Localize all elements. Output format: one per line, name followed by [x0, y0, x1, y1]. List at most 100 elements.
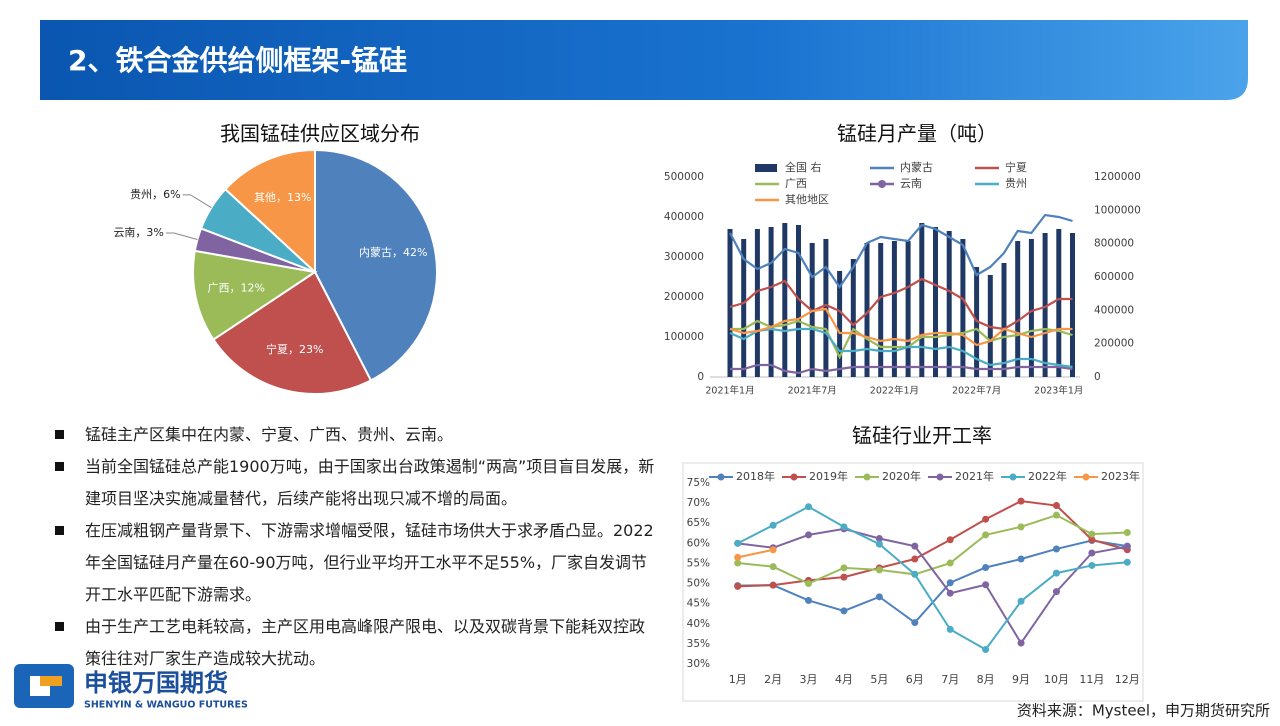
bar — [1042, 233, 1048, 377]
bullet: 由于生产工艺电耗较高，主产区用电高峰限产限电、以及双碳背景下能耗双控政策往往对厂… — [55, 611, 660, 675]
bar — [933, 227, 938, 377]
line-marker — [1017, 639, 1025, 647]
line-marker — [734, 553, 742, 561]
bar — [796, 225, 801, 377]
line-series — [729, 277, 1073, 331]
chart-title: 锰硅月产量（吨） — [837, 122, 997, 146]
y-tick-label: 300000 — [664, 251, 704, 263]
line-marker — [1052, 511, 1060, 519]
legend-label: 2022年 — [1028, 469, 1067, 483]
y-tick-label: 30% — [687, 658, 710, 670]
x-tick-label: 2023年1月 — [1034, 385, 1083, 397]
bar — [1015, 241, 1021, 377]
x-tick-label: 6月 — [906, 673, 924, 686]
y-tick-label: 200000 — [664, 291, 704, 303]
x-tick-label: 10月 — [1044, 673, 1069, 686]
y2-tick-label: 0 — [1094, 371, 1101, 383]
data-label: 贵州，6% — [130, 188, 180, 201]
line-marker — [1088, 549, 1096, 557]
y-tick-label: 35% — [687, 638, 710, 650]
logo: 申银万国期货 SHENYIN & WANGUO FUTURES — [14, 664, 248, 711]
y2-tick-label: 1200000 — [1094, 171, 1141, 183]
line-marker — [1017, 555, 1025, 563]
bar — [727, 229, 733, 377]
y-tick-label: 55% — [687, 557, 710, 569]
data-label: 云南，3% — [113, 226, 163, 239]
bar — [837, 271, 843, 377]
line-series — [737, 548, 774, 559]
legend-marker — [936, 473, 944, 481]
data-label: 宁夏，23% — [266, 342, 323, 356]
line-marker — [769, 581, 777, 589]
legend-label: 全国 右 — [785, 160, 822, 174]
data-label: 广西，12% — [207, 281, 264, 294]
pie-slice — [314, 148, 438, 382]
bar — [1028, 239, 1034, 377]
data-label: 其他，13% — [254, 191, 311, 204]
line-marker — [982, 581, 990, 589]
line-marker — [946, 579, 954, 587]
line-marker — [1088, 530, 1096, 538]
line-marker — [911, 555, 919, 563]
chart-title: 我国锰硅供应区域分布 — [220, 122, 420, 146]
legend-marker — [717, 473, 725, 481]
line-marker — [1052, 545, 1060, 553]
bar — [768, 227, 774, 377]
y2-tick-label: 400000 — [1094, 304, 1134, 316]
bar — [946, 231, 952, 377]
bar — [754, 229, 760, 377]
source-note: 资料来源：Mysteel，申万期货研究所 — [1017, 702, 1270, 720]
line-marker — [840, 573, 848, 581]
x-tick-label: 11月 — [1079, 673, 1104, 686]
line-marker — [1088, 536, 1096, 544]
legend-marker — [790, 473, 798, 481]
line-marker — [946, 559, 954, 567]
legend-label: 贵州 — [1005, 177, 1027, 190]
line-marker — [875, 535, 883, 543]
y-tick-label: 50% — [687, 578, 710, 590]
line-marker — [911, 542, 919, 550]
legend-label: 云南 — [900, 177, 922, 190]
x-tick-label: 2021年1月 — [705, 385, 754, 397]
line-marker — [982, 646, 990, 654]
line-marker — [805, 531, 813, 539]
line-marker — [840, 564, 848, 572]
y-tick-label: 70% — [687, 497, 710, 509]
pie-slice — [192, 249, 318, 341]
line-marker — [734, 582, 742, 590]
line-marker — [805, 580, 813, 588]
bullet: 当前全国锰硅总产能1900万吨，由于国家出台政策遏制“两高”项目盲目发展，新建项… — [55, 451, 660, 515]
chart-frame — [682, 462, 1144, 702]
line-marker — [805, 503, 813, 511]
line-marker — [769, 546, 777, 554]
line-marker — [734, 559, 742, 567]
legend-label: 2018年 — [736, 469, 775, 483]
leader-line — [182, 194, 212, 209]
legend-marker — [1009, 473, 1017, 481]
y-tick-label: 400000 — [664, 211, 704, 223]
slide-title: 2、铁合金供给侧框架-锰硅 — [68, 44, 407, 77]
x-tick-label: 2月 — [764, 673, 782, 686]
bar — [919, 223, 925, 377]
legend-label: 2019年 — [809, 469, 848, 483]
x-tick-label: 12月 — [1115, 673, 1140, 686]
data-label: 内蒙古，42% — [359, 245, 427, 259]
bar — [1070, 233, 1075, 377]
x-tick-label: 2022年7月 — [952, 385, 1001, 397]
legend-marker — [878, 180, 886, 188]
line-marker — [1052, 569, 1060, 577]
legend-label: 2021年 — [955, 469, 994, 483]
legend-label: 内蒙古 — [900, 160, 933, 174]
bullet-list: 锰硅主产区集中在内蒙、宁夏、广西、贵州、云南。 当前全国锰硅总产能1900万吨，由… — [55, 419, 660, 675]
line-marker — [1017, 597, 1025, 605]
line-series — [729, 327, 1073, 369]
x-tick-label: 4月 — [835, 673, 853, 686]
line-marker — [911, 619, 919, 627]
line-marker — [875, 540, 883, 548]
y-tick-label: 60% — [687, 537, 710, 549]
legend-label: 2020年 — [882, 469, 921, 483]
line-marker — [911, 570, 919, 578]
legend-label: 2023年 — [1101, 469, 1140, 483]
leader-line — [165, 232, 198, 240]
